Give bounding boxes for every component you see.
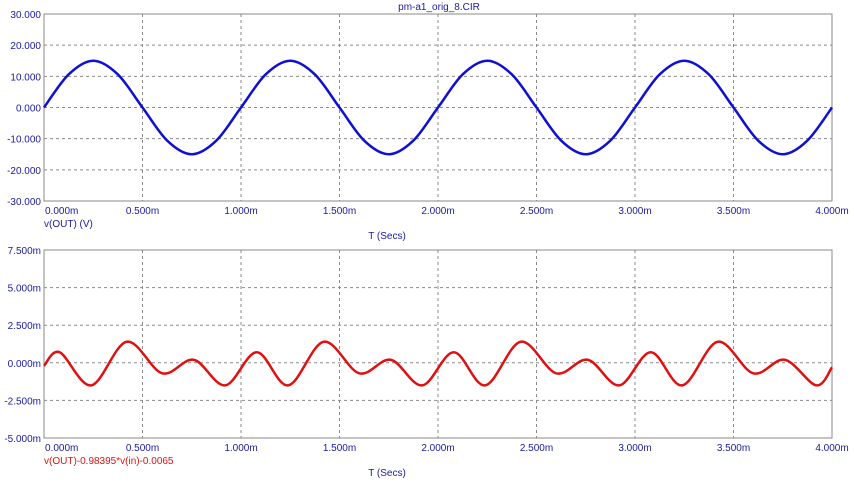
series-line bbox=[43, 340, 834, 387]
bottom-x-axis-label: T (Secs) bbox=[368, 468, 406, 479]
x-tick-label: 0.000m bbox=[45, 206, 78, 217]
x-tick-label: 4.000m bbox=[815, 206, 848, 217]
x-tick-label: 2.000m bbox=[421, 443, 454, 454]
y-tick-label: -20.000 bbox=[7, 166, 41, 177]
top-plot-panel: 0.000m 0.500m 1.000m 1.500m 2.000m 2.500m 3.00… bbox=[7, 10, 849, 217]
x-tick-label: 1.500m bbox=[323, 443, 356, 454]
top-x-axis-label: T (Secs) bbox=[368, 231, 406, 242]
y-tick-label: 2.500m bbox=[8, 321, 41, 332]
y-tick-label: 0.000m bbox=[8, 359, 41, 370]
x-tick-label: 0.500m bbox=[126, 443, 159, 454]
y-tick-label: -10.000 bbox=[7, 135, 41, 146]
plot-title: pm-a1_orig_8.CIR bbox=[398, 2, 480, 13]
x-tick-label: 1.500m bbox=[323, 206, 356, 217]
y-tick-label: 0.000 bbox=[16, 104, 41, 115]
plot-frame bbox=[43, 249, 833, 439]
x-tick-label: 1.000m bbox=[224, 443, 257, 454]
y-tick-label: -5.000m bbox=[4, 434, 41, 445]
y-tick-label: -2.500m bbox=[4, 396, 41, 407]
y-tick-label: 5.000m bbox=[8, 284, 41, 295]
y-tick-label: 20.000 bbox=[10, 41, 41, 52]
top-series-label: v(OUT) (V) bbox=[44, 219, 93, 230]
x-tick-label: 2.500m bbox=[520, 206, 553, 217]
x-tick-label: 3.000m bbox=[618, 206, 651, 217]
x-tick-label: 3.500m bbox=[717, 206, 750, 217]
y-tick-label: 10.000 bbox=[10, 72, 41, 83]
x-tick-label: 2.500m bbox=[520, 443, 553, 454]
x-tick-label: 0.500m bbox=[126, 206, 159, 217]
x-tick-label: 3.000m bbox=[618, 443, 651, 454]
x-tick-label: 0.000m bbox=[45, 443, 78, 454]
x-tick-label: 4.000m bbox=[815, 443, 848, 454]
y-tick-label: -30.000 bbox=[7, 197, 41, 208]
x-tick-label: 3.500m bbox=[717, 443, 750, 454]
x-tick-label: 2.000m bbox=[421, 206, 454, 217]
series-line bbox=[42, 59, 834, 156]
bottom-plot-panel: 0.000m 0.500m 1.000m 1.500m 2.000m 2.500m 3.00… bbox=[4, 246, 848, 454]
y-tick-label: 30.000 bbox=[10, 10, 41, 21]
y-tick-label: 7.500m bbox=[8, 246, 41, 257]
x-tick-label: 1.000m bbox=[224, 206, 257, 217]
bottom-series-label: v(OUT)-0.98395*v(in)-0.0065 bbox=[44, 456, 174, 467]
